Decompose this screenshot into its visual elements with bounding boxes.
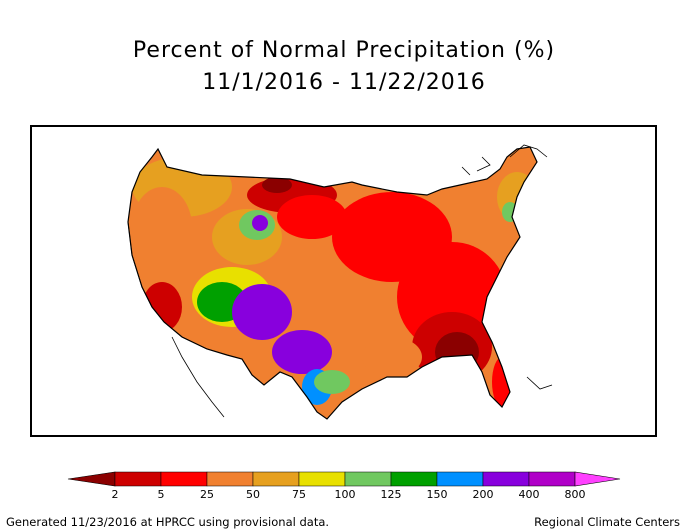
- legend-label: 75: [292, 488, 306, 501]
- legend-swatch: [252, 471, 300, 487]
- legend-label: 25: [200, 488, 214, 501]
- map-title: Percent of Normal Precipitation (%): [132, 38, 556, 63]
- caribbean-fragment: [526, 376, 553, 390]
- legend-label: 100: [335, 488, 356, 501]
- legend-swatch: [160, 471, 208, 487]
- baja-coast-line: [171, 336, 225, 418]
- maritimes-coast-line: [509, 144, 548, 158]
- legend-swatch: [114, 471, 162, 487]
- legend-high-arrow: [574, 471, 621, 487]
- legend-swatch: [298, 471, 346, 487]
- canada-coast-fragments: [461, 156, 491, 176]
- source-credit: Regional Climate Centers: [534, 515, 680, 529]
- legend-swatch: [482, 471, 530, 487]
- legend-label: 50: [246, 488, 260, 501]
- legend-label: 800: [565, 488, 586, 501]
- legend-label: 400: [519, 488, 540, 501]
- legend-label: 2: [112, 488, 119, 501]
- pacific-coast-line: [127, 221, 208, 350]
- legend-swatch: [436, 471, 484, 487]
- legend-swatch: [528, 471, 576, 487]
- legend-label: 5: [158, 488, 165, 501]
- precipitation-shading: [128, 147, 537, 419]
- legend-label: 200: [473, 488, 494, 501]
- legend-swatch: [390, 471, 438, 487]
- precipitation-map: [30, 125, 657, 437]
- generated-note: Generated 11/23/2016 at HPRCC using prov…: [6, 515, 330, 529]
- legend-low-arrow: [67, 471, 116, 487]
- map-date-range: 11/1/2016 - 11/22/2016: [202, 70, 486, 95]
- precipitation-legend: 2 5 25 50 75 100 125 150 200 400 800: [67, 471, 621, 501]
- us-precipitation-map-graphic: [127, 144, 553, 420]
- legend-label: 125: [381, 488, 402, 501]
- legend-swatch: [344, 471, 392, 487]
- legend-label: 150: [427, 488, 448, 501]
- legend-swatch: [206, 471, 254, 487]
